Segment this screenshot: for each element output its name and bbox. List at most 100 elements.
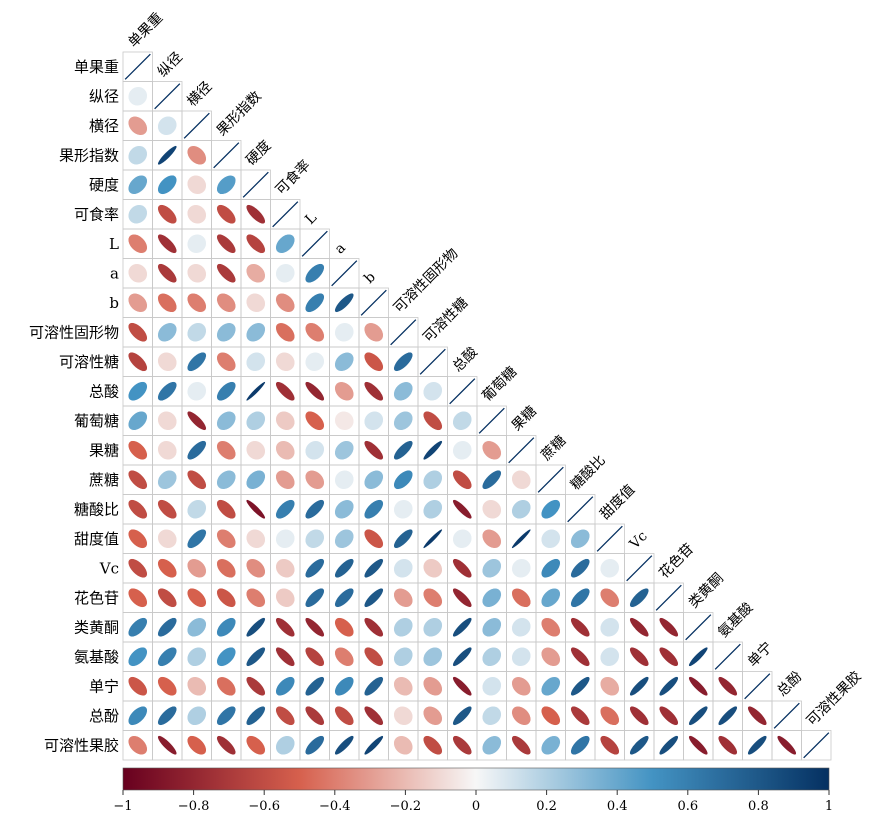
cell <box>565 582 596 613</box>
cell <box>712 641 743 672</box>
cell <box>240 199 271 230</box>
cell <box>152 169 183 200</box>
correlation-ellipse <box>275 705 296 726</box>
cell <box>211 258 242 289</box>
cell <box>506 582 537 613</box>
correlation-ellipse <box>334 587 355 608</box>
correlation-ellipse <box>275 558 296 579</box>
column-label: 果糖 <box>509 403 540 434</box>
correlation-ellipse <box>157 204 178 225</box>
correlation-ellipse <box>334 292 355 313</box>
cell <box>506 671 537 702</box>
correlation-ellipse <box>127 381 148 402</box>
correlation-ellipse <box>599 735 620 756</box>
cell <box>742 730 773 761</box>
correlation-ellipse <box>629 705 650 726</box>
correlation-ellipse <box>717 735 738 756</box>
cell <box>417 641 448 672</box>
cell <box>594 612 625 643</box>
correlation-ellipse <box>216 617 237 638</box>
correlation-ellipse <box>127 646 148 667</box>
cell <box>240 464 271 495</box>
cell <box>447 582 478 613</box>
correlation-ellipse <box>393 646 414 667</box>
correlation-ellipse <box>511 617 532 638</box>
cell <box>771 700 802 731</box>
cell <box>683 641 714 672</box>
cell <box>152 700 183 731</box>
correlation-ellipse <box>363 528 384 549</box>
cell <box>152 405 183 436</box>
correlation-ellipse <box>422 705 443 726</box>
cell <box>240 258 271 289</box>
correlation-ellipse <box>127 558 148 579</box>
diagonal-mark <box>773 702 800 729</box>
correlation-ellipse <box>422 646 443 667</box>
cell <box>535 464 566 495</box>
correlation-ellipse <box>540 617 561 638</box>
correlation-ellipse <box>157 617 178 638</box>
correlation-ellipse <box>275 440 296 461</box>
cell <box>624 671 655 702</box>
correlation-ellipse <box>275 351 296 372</box>
cell <box>476 671 507 702</box>
correlation-ellipse <box>157 558 178 579</box>
cell <box>211 228 242 259</box>
cell <box>329 582 360 613</box>
correlation-ellipse <box>334 351 355 372</box>
cell <box>240 523 271 554</box>
cell <box>152 553 183 584</box>
cell <box>417 523 448 554</box>
colorbar-tick-label: −0.6 <box>248 799 280 814</box>
column-label: 氨基酸 <box>715 599 757 641</box>
correlation-ellipse <box>393 617 414 638</box>
correlation-ellipse <box>717 676 738 697</box>
cell <box>152 464 183 495</box>
cell <box>211 317 242 348</box>
cell <box>388 553 419 584</box>
cell <box>299 553 330 584</box>
cell <box>624 582 655 613</box>
column-label: 葡萄糖 <box>479 364 520 405</box>
correlation-ellipse <box>127 617 148 638</box>
correlation-ellipse <box>216 381 237 402</box>
cell <box>152 582 183 613</box>
diagonal-mark <box>242 171 269 198</box>
correlation-ellipse <box>599 587 620 608</box>
cell <box>476 553 507 584</box>
row-label: 蔗糖 <box>89 471 119 489</box>
correlation-ellipse <box>304 528 325 549</box>
cell <box>329 553 360 584</box>
correlation-ellipse <box>393 587 414 608</box>
correlation-ellipse <box>127 204 148 225</box>
correlation-ellipse <box>186 469 207 490</box>
cell <box>801 730 832 761</box>
cell <box>506 523 537 554</box>
cell <box>358 730 389 761</box>
correlation-ellipse <box>393 499 414 520</box>
correlation-ellipse <box>304 351 325 372</box>
cell <box>624 730 655 761</box>
cell <box>152 258 183 289</box>
cell <box>329 730 360 761</box>
cell <box>299 612 330 643</box>
cell <box>211 494 242 525</box>
diagonal-mark <box>301 230 328 257</box>
row-label: 单果重 <box>74 58 119 76</box>
correlation-ellipse <box>186 499 207 520</box>
cell <box>122 405 153 436</box>
cell <box>270 641 301 672</box>
correlation-ellipse <box>776 735 797 756</box>
correlation-ellipse <box>363 646 384 667</box>
correlation-ellipse <box>245 469 266 490</box>
correlation-ellipse <box>304 646 325 667</box>
cell <box>181 317 212 348</box>
diagonal-mark <box>360 289 387 316</box>
cell <box>447 523 478 554</box>
correlation-ellipse <box>688 676 709 697</box>
cell <box>270 553 301 584</box>
colorbar-gradient <box>122 767 830 791</box>
correlation-ellipse <box>393 528 414 549</box>
correlation-ellipse <box>363 381 384 402</box>
correlation-ellipse <box>334 381 355 402</box>
